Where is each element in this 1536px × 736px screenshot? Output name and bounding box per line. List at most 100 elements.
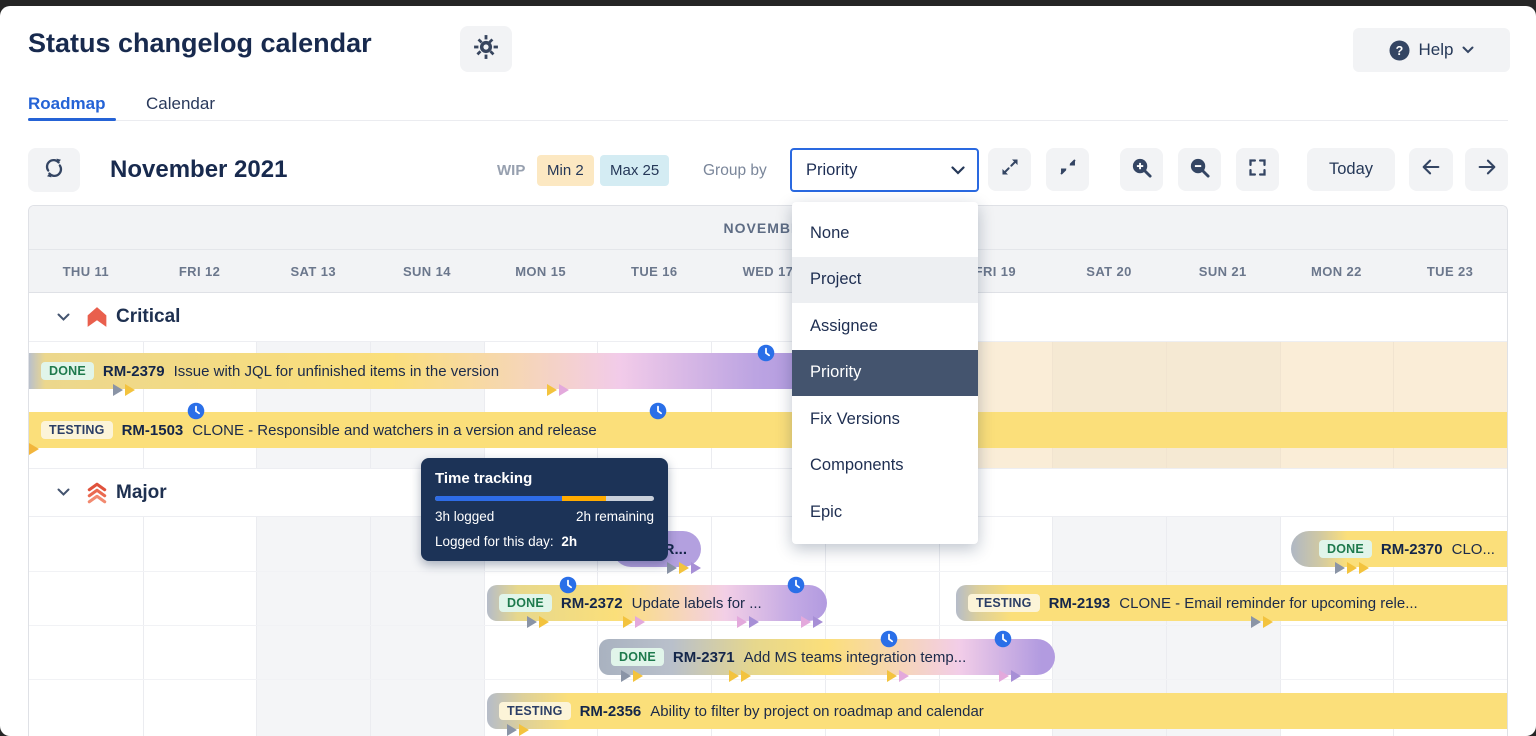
group-by-select[interactable]: Priority [790,148,979,192]
worklog-clock-icon[interactable] [757,344,775,362]
status-marker-icon [899,670,909,682]
progress-logged-segment [435,496,563,501]
status-marker-icon [635,616,645,628]
collapse-group-chevron-icon[interactable] [57,488,70,497]
help-label: Help [1418,40,1454,59]
arrow-left-icon [1420,156,1442,183]
worklog-clock-icon[interactable] [787,576,805,594]
status-marker-icon [729,670,739,682]
day-header: SAT 13 [290,263,336,279]
issue-key: RM-2370 [1380,540,1443,558]
issue-bar-rm2372[interactable]: DONE RM-2372 Update labels for ... [487,576,827,628]
remaining-label: 2h remaining [575,509,654,524]
tooltip-title: Time tracking [435,470,533,487]
menu-item-epic[interactable]: Epic [810,502,843,521]
group-by-value: Priority [806,160,858,179]
menu-item-assignee[interactable]: Assignee [810,316,878,335]
status-marker-icon [519,724,529,736]
status-marker-icon [547,384,557,396]
day-header: MON 15 [515,263,566,279]
menu-item-components[interactable]: Components [810,456,904,475]
day-header: FRI 19 [974,263,1017,279]
logged-label: 3h logged [435,509,495,524]
issue-key: R... [663,540,687,558]
svg-text:?: ? [1395,44,1403,58]
day-header: SAT 20 [1086,263,1132,279]
issue-summary: CLO... [1451,540,1495,558]
day-header: THU 11 [62,263,110,279]
prev-period-button[interactable] [1409,148,1453,191]
worklog-clock-icon[interactable] [559,576,577,594]
status-marker-icon [679,562,689,574]
issue-bar-rm2370[interactable]: DONE RM-2370 CLO... [1291,531,1507,574]
day-header: FRI 12 [178,263,221,279]
collapse-all-button[interactable] [1046,148,1089,191]
priority-major-icon [86,482,108,504]
status-badge: DONE [499,593,552,613]
expand-all-button[interactable] [988,148,1031,191]
fullscreen-icon [1247,157,1268,183]
issue-bar-rm2356[interactable]: TESTING RM-2356 Ability to filter by pro… [487,693,1507,736]
fullscreen-button[interactable] [1236,148,1279,191]
day-header: TUE 16 [631,263,678,279]
zoom-out-icon [1188,156,1211,184]
status-marker-icon [813,616,823,628]
issue-bar-rm2193[interactable]: TESTING RM-2193 CLONE - Email reminder f… [956,585,1507,628]
settings-button[interactable] [460,26,512,72]
status-marker-icon [125,384,135,396]
expand-icon [999,156,1021,183]
status-marker-icon [887,670,897,682]
today-button[interactable]: Today [1307,148,1395,191]
status-marker-icon [527,616,537,628]
menu-item-priority[interactable]: Priority [792,349,978,396]
tab-roadmap[interactable]: Roadmap [28,94,106,113]
day-header: WED 17 [742,263,794,279]
issue-summary: Update labels for ... [631,594,762,612]
status-marker-icon [113,384,123,396]
wip-min-chip: Min 2 [537,155,594,186]
status-badge: DONE [611,647,664,667]
next-period-button[interactable] [1465,148,1508,191]
zoom-out-button[interactable] [1178,148,1221,191]
menu-item-none[interactable]: None [810,223,850,242]
status-marker-icon [623,616,633,628]
calendar-month-header: NOVEMBER [723,219,813,236]
worklog-clock-icon[interactable] [187,402,205,420]
time-progress-bar [435,496,654,501]
worklog-clock-icon[interactable] [880,630,898,648]
day-header: SUN 21 [1198,263,1247,279]
issue-key: RM-2379 [102,362,165,380]
gear-icon [473,34,499,65]
issue-key: RM-2371 [672,648,735,666]
status-marker-icon [749,616,759,628]
roadmap-grid: NOVEMBER THU 11 FRI 12 SAT 13 SUN 14 MON… [28,205,1508,736]
status-marker-icon [1263,616,1273,628]
day-header: TUE 23 [1426,263,1474,279]
tab-calendar[interactable]: Calendar [146,94,215,113]
issue-summary: Add MS teams integration temp... [743,648,967,666]
menu-item-project[interactable]: Project [792,256,978,303]
page-title: Status changelog calendar [28,28,372,58]
highlight-range [941,342,1507,468]
group-row-critical: Critical [29,293,1507,342]
chevron-down-icon [1462,46,1474,54]
menu-item-fix-versions[interactable]: Fix Versions [810,409,900,428]
collapse-group-chevron-icon[interactable] [57,313,70,322]
status-marker-icon [507,724,517,736]
day-header: MON 22 [1311,263,1362,279]
status-marker-icon [1251,616,1261,628]
help-button[interactable]: ? Help [1353,28,1510,72]
issue-bar-rm1503[interactable]: TESTING RM-1503 CLONE - Responsible and … [29,402,1507,455]
zoom-in-button[interactable] [1120,148,1163,191]
row-separator [29,571,1507,572]
row-separator [29,679,1507,680]
group-by-label: Group by [703,162,767,179]
worklog-clock-icon[interactable] [649,402,667,420]
refresh-button[interactable] [28,148,80,192]
issue-bar-rm2379[interactable]: DONE RM-2379 Issue with JQL for unfinish… [29,344,827,396]
worklog-clock-icon[interactable] [994,630,1012,648]
status-badge: TESTING [499,701,571,721]
issue-bar-rm2371[interactable]: DONE RM-2371 Add MS teams integration te… [599,630,1055,682]
priority-critical-icon [86,306,108,328]
